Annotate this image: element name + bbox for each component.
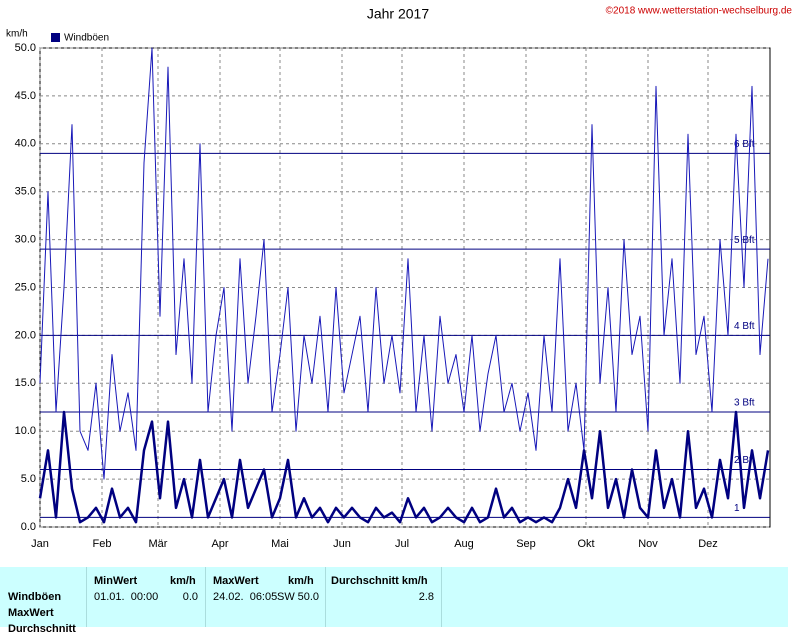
- y-tick-label: 45.0: [15, 90, 36, 102]
- x-tick-label: Feb: [93, 538, 112, 550]
- series-line: [38, 410, 770, 524]
- y-tick-label: 0.0: [21, 521, 36, 533]
- chart-title: Jahr 2017: [367, 6, 429, 22]
- bft-label: 1: [734, 503, 740, 514]
- x-tick-label: Jan: [31, 538, 49, 550]
- header: MaxWert: [213, 575, 259, 587]
- y-tick-label: 5.0: [21, 473, 36, 485]
- bft-label: 3 Bft: [734, 398, 755, 409]
- chart: Jahr 2017 ©2018 www.wetterstation-wechse…: [6, 6, 793, 550]
- divider: [86, 567, 87, 627]
- header: km/h: [170, 575, 196, 587]
- bft-label: 4 Bft: [734, 321, 755, 332]
- x-tick-label: Sep: [516, 538, 536, 550]
- y-unit: km/h: [6, 29, 28, 40]
- max-dir: SW: [277, 591, 295, 603]
- min-time: 01.01. 00:00: [94, 591, 159, 603]
- legend-label: Windböen: [64, 33, 109, 44]
- y-tick-label: 25.0: [15, 281, 36, 293]
- y-tick-label: 10.0: [15, 425, 36, 437]
- max-value: 50.0: [297, 591, 319, 603]
- x-tick-label: Jul: [395, 538, 409, 550]
- x-tick-label: Apr: [211, 538, 228, 550]
- y-tick-label: 20.0: [15, 329, 36, 341]
- divider: [325, 567, 326, 627]
- x-tick-label: Mär: [149, 538, 168, 550]
- avg-value: 2.8: [418, 591, 434, 603]
- x-tick-label: Nov: [638, 538, 658, 550]
- header: MinWert: [94, 575, 138, 587]
- y-tick-label: 40.0: [15, 138, 36, 150]
- y-tick-label: 30.0: [15, 234, 36, 246]
- divider: [205, 567, 206, 627]
- x-tick-label: Dez: [698, 538, 718, 550]
- y-tick-label: 50.0: [15, 42, 36, 54]
- row-label: Durchschnitt: [8, 623, 76, 635]
- header: Durchschnitt km/h: [331, 575, 428, 587]
- min-value: 0.0: [182, 591, 198, 603]
- row-label: Windböen: [8, 591, 62, 603]
- bft-label: 5 Bft: [734, 235, 755, 246]
- x-tick-label: Jun: [333, 538, 351, 550]
- x-tick-label: Okt: [577, 538, 594, 550]
- legend-swatch: [51, 33, 60, 42]
- bft-label: 2 Bft: [734, 455, 755, 466]
- max-time: 24.02. 06:05: [213, 591, 278, 603]
- x-tick-label: Mai: [271, 538, 289, 550]
- header: km/h: [288, 575, 314, 587]
- divider: [441, 567, 442, 627]
- stats-table: MinWert km/h MaxWert km/h Durchschnitt k…: [0, 567, 788, 635]
- x-tick-label: Aug: [454, 538, 474, 550]
- y-tick-label: 15.0: [15, 377, 36, 389]
- series-line: [39, 47, 769, 480]
- row-label: MaxWert: [8, 607, 54, 619]
- copyright: ©2018 www.wetterstation-wechselburg.de: [606, 6, 793, 17]
- y-tick-label: 35.0: [15, 186, 36, 198]
- bft-label: 6 Bft: [734, 139, 755, 150]
